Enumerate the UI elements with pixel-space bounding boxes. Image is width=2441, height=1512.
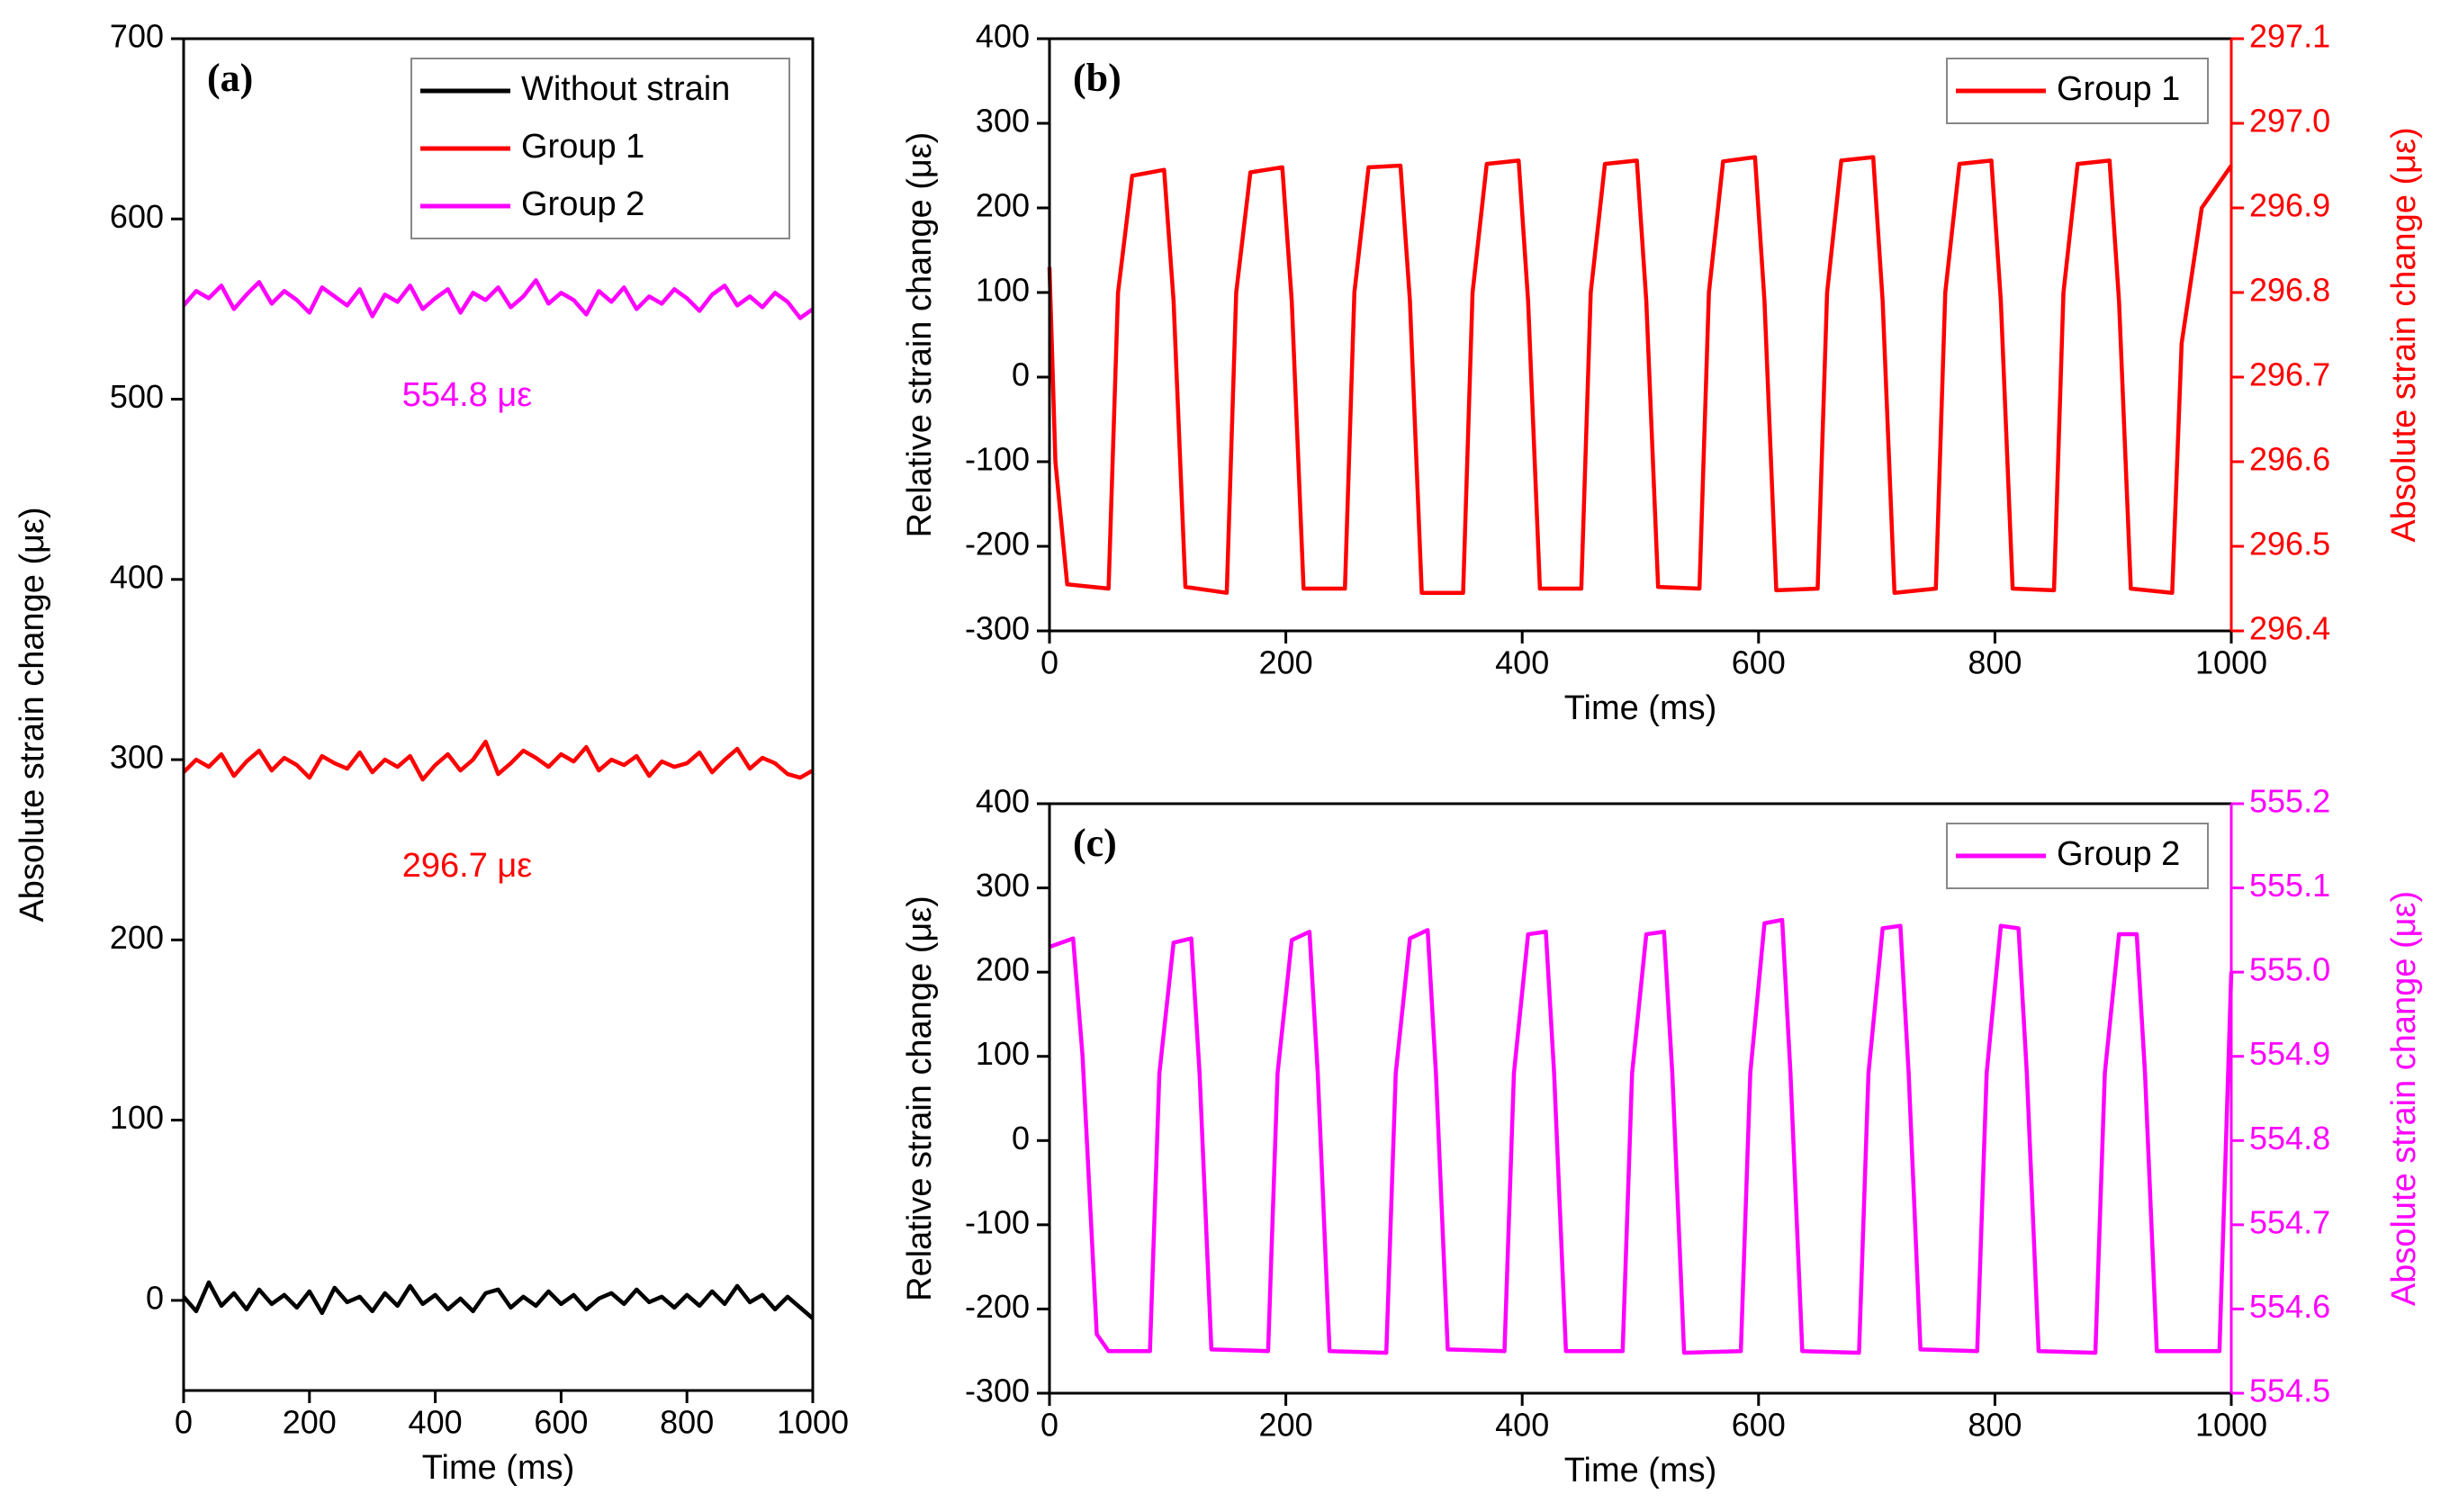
- legend-label: Group 1: [521, 128, 644, 166]
- y-tick-label: 200: [110, 919, 164, 956]
- y-tick-label: 700: [110, 18, 164, 55]
- y-axis-label: Absolute strain change (με): [14, 507, 51, 922]
- panel-label: (c): [1073, 821, 1117, 865]
- y-tick-label: 300: [110, 739, 164, 776]
- x-tick-label: 1000: [2195, 1407, 2267, 1444]
- x-tick-label: 200: [1259, 1407, 1313, 1444]
- y-tick-label: 200: [976, 951, 1030, 988]
- x-tick-label: 200: [1259, 644, 1313, 681]
- x-tick-label: 1000: [777, 1404, 849, 1441]
- y-tick-label: 400: [976, 783, 1030, 820]
- data-line: [182, 739, 815, 782]
- y-tick-label: 100: [976, 272, 1030, 309]
- y-tick-label: 600: [110, 198, 164, 235]
- y-tick-label: 400: [976, 18, 1030, 55]
- y2-tick-label: 297.1: [2249, 18, 2330, 55]
- y-tick-label: 300: [976, 867, 1030, 904]
- x-tick-label: 600: [534, 1404, 588, 1441]
- x-tick-label: 400: [409, 1404, 463, 1441]
- y-axis-label: Relative strain change (με): [901, 896, 939, 1301]
- plot-frame: [182, 37, 815, 1392]
- y-tick-label: 0: [146, 1279, 164, 1316]
- annotation: 554.8 με: [402, 376, 533, 414]
- y-tick-label: -100: [965, 1203, 1030, 1240]
- panel-label: (a): [207, 56, 253, 100]
- legend-label: Group 2: [2057, 835, 2180, 873]
- y-tick-label: 0: [1012, 356, 1030, 393]
- y2-tick-label: 555.0: [2249, 951, 2330, 988]
- x-tick-label: 800: [1968, 644, 2022, 681]
- x-tick-label: 800: [660, 1404, 714, 1441]
- y-axis-label: Relative strain change (με): [901, 132, 939, 538]
- y2-tick-label: 296.7: [2249, 356, 2330, 393]
- x-tick-label: 800: [1968, 1407, 2022, 1444]
- x-tick-label: 1000: [2195, 644, 2267, 681]
- x-tick-label: 600: [1732, 1407, 1786, 1444]
- data-line: [182, 1280, 815, 1320]
- y2-tick-label: 296.4: [2249, 610, 2330, 647]
- x-axis-label: Time (ms): [422, 1449, 575, 1487]
- data-line: [1049, 917, 2234, 1355]
- y-tick-label: -200: [965, 1288, 1030, 1325]
- y2-tick-label: 296.6: [2249, 441, 2330, 478]
- y2-tick-label: 296.9: [2249, 187, 2330, 224]
- x-tick-label: 0: [1040, 1407, 1058, 1444]
- x-tick-label: 400: [1495, 1407, 1549, 1444]
- x-axis-label: Time (ms): [1564, 1452, 1717, 1490]
- plot-frame: [1048, 802, 2233, 1395]
- legend-label: Group 2: [521, 185, 644, 223]
- y2-tick-label: 296.5: [2249, 526, 2330, 562]
- y-tick-label: -300: [965, 1372, 1030, 1409]
- y-tick-label: -300: [965, 610, 1030, 647]
- data-line: [182, 278, 815, 320]
- x-tick-label: 0: [1040, 644, 1058, 681]
- y2-tick-label: 554.6: [2249, 1288, 2330, 1325]
- x-tick-label: 200: [283, 1404, 337, 1441]
- x-tick-label: 600: [1732, 644, 1786, 681]
- legend-label: Group 1: [2057, 70, 2180, 108]
- y2-tick-label: 555.2: [2249, 783, 2330, 820]
- y-tick-label: 300: [976, 103, 1030, 140]
- y-tick-label: 200: [976, 187, 1030, 224]
- y-tick-label: -100: [965, 441, 1030, 478]
- y2-axis-label: Absolute strain change (με): [2385, 127, 2423, 542]
- data-line: [1047, 155, 2233, 595]
- y2-axis-label: Absolute strain change (με): [2385, 891, 2423, 1306]
- y2-tick-label: 554.7: [2249, 1203, 2330, 1240]
- y2-tick-label: 297.0: [2249, 103, 2330, 140]
- x-tick-label: 400: [1495, 644, 1549, 681]
- y-tick-label: -200: [965, 526, 1030, 562]
- x-tick-label: 0: [175, 1404, 193, 1441]
- y-tick-label: 100: [110, 1099, 164, 1136]
- y-tick-label: 400: [110, 558, 164, 595]
- legend-label: Without strain: [521, 70, 730, 108]
- y-tick-label: 0: [1012, 1120, 1030, 1156]
- annotation: 296.7 με: [402, 847, 533, 885]
- x-axis-label: Time (ms): [1564, 689, 1717, 727]
- y2-tick-label: 554.5: [2249, 1372, 2330, 1409]
- y2-tick-label: 554.8: [2249, 1120, 2330, 1156]
- y-tick-label: 500: [110, 378, 164, 415]
- y-tick-label: 100: [976, 1035, 1030, 1072]
- panel-label: (b): [1073, 56, 1121, 100]
- y2-tick-label: 296.8: [2249, 272, 2330, 309]
- y2-tick-label: 555.1: [2249, 867, 2330, 904]
- y2-tick-label: 554.9: [2249, 1035, 2330, 1072]
